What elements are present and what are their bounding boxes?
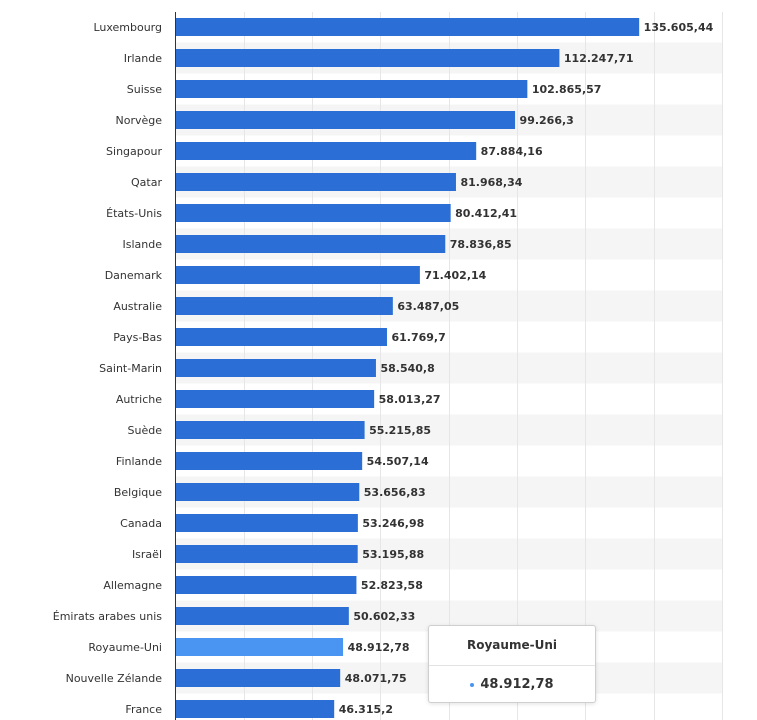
value-label: 135.605,44	[644, 21, 714, 34]
value-label: 50.602,33	[353, 610, 415, 623]
bar[interactable]	[176, 266, 420, 284]
category-label: Danemark	[105, 269, 163, 282]
bar[interactable]	[176, 111, 516, 129]
category-label: Royaume-Uni	[88, 641, 162, 654]
value-label: 87.884,16	[481, 145, 543, 158]
bar[interactable]	[176, 235, 446, 253]
category-label: Saint-Marin	[99, 362, 162, 375]
tooltip-title: Royaume-Uni	[429, 626, 595, 666]
bar[interactable]	[176, 514, 358, 532]
bar[interactable]	[176, 359, 376, 377]
tooltip-body: 48.912,78	[429, 666, 595, 704]
category-label: États-Unis	[106, 207, 162, 220]
bar[interactable]	[176, 142, 477, 160]
category-labels: Luxembourg Irlande Suisse Norvège Singapour Q…	[53, 21, 163, 716]
tooltip: Royaume-Uni 48.912,78	[428, 625, 596, 703]
bar[interactable]	[176, 297, 393, 315]
value-label: 81.968,34	[460, 176, 522, 189]
category-label: Émirats arabes unis	[53, 610, 163, 623]
bar[interactable]	[176, 328, 387, 346]
category-label: Suède	[128, 424, 163, 437]
value-label: 52.823,58	[361, 579, 423, 592]
category-label: Israël	[132, 548, 162, 561]
category-label: Nouvelle Zélande	[66, 672, 163, 685]
category-label: Autriche	[116, 393, 162, 406]
value-label: 71.402,14	[424, 269, 486, 282]
value-label: 102.865,57	[532, 83, 602, 96]
value-label: 58.013,27	[379, 393, 441, 406]
category-label: Islande	[123, 238, 163, 251]
value-label: 80.412,41	[455, 207, 517, 220]
bars	[176, 18, 640, 718]
bar[interactable]	[176, 669, 341, 687]
value-label: 53.195,88	[362, 548, 424, 561]
bar[interactable]	[176, 483, 360, 501]
bar[interactable]	[176, 80, 528, 98]
value-label: 58.540,8	[380, 362, 434, 375]
value-labels: 135.605,44 112.247,71 102.865,57 99.266,3 87…	[339, 21, 714, 716]
category-label: Singapour	[106, 145, 162, 158]
category-label: Qatar	[131, 176, 162, 189]
bar[interactable]	[176, 390, 375, 408]
category-label: Allemagne	[103, 579, 162, 592]
category-label: Suisse	[127, 83, 162, 96]
bar[interactable]	[176, 421, 365, 439]
bar[interactable]	[176, 452, 363, 470]
category-label: Norvège	[115, 114, 162, 127]
category-label: Finlande	[116, 455, 162, 468]
category-label: Luxembourg	[93, 21, 162, 34]
value-label: 48.912,78	[348, 641, 410, 654]
tooltip-series-dot	[470, 682, 475, 687]
value-label: 99.266,3	[520, 114, 574, 127]
category-label: Irlande	[124, 52, 163, 65]
value-label: 78.836,85	[450, 238, 512, 251]
bar[interactable]	[176, 545, 358, 563]
value-label: 55.215,85	[369, 424, 431, 437]
value-label: 53.246,98	[362, 517, 424, 530]
category-label: France	[125, 703, 162, 716]
bar[interactable]	[176, 576, 357, 594]
value-label: 61.769,7	[391, 331, 445, 344]
category-label: Canada	[120, 517, 162, 530]
value-label: 48.071,75	[345, 672, 407, 685]
category-label: Australie	[113, 300, 162, 313]
value-label: 54.507,14	[367, 455, 429, 468]
bar[interactable]	[176, 638, 344, 656]
value-label: 63.487,05	[397, 300, 459, 313]
bar[interactable]	[176, 204, 451, 222]
value-label: 53.656,83	[364, 486, 426, 499]
bar[interactable]	[176, 700, 335, 718]
category-label: Pays-Bas	[113, 331, 162, 344]
category-label: Belgique	[114, 486, 162, 499]
bar[interactable]	[176, 49, 560, 67]
bar[interactable]	[176, 607, 349, 625]
value-label: 112.247,71	[564, 52, 634, 65]
bar[interactable]	[176, 173, 456, 191]
tooltip-value: 48.912,78	[480, 677, 554, 692]
bar[interactable]	[176, 18, 640, 36]
value-label: 46.315,2	[339, 703, 393, 716]
